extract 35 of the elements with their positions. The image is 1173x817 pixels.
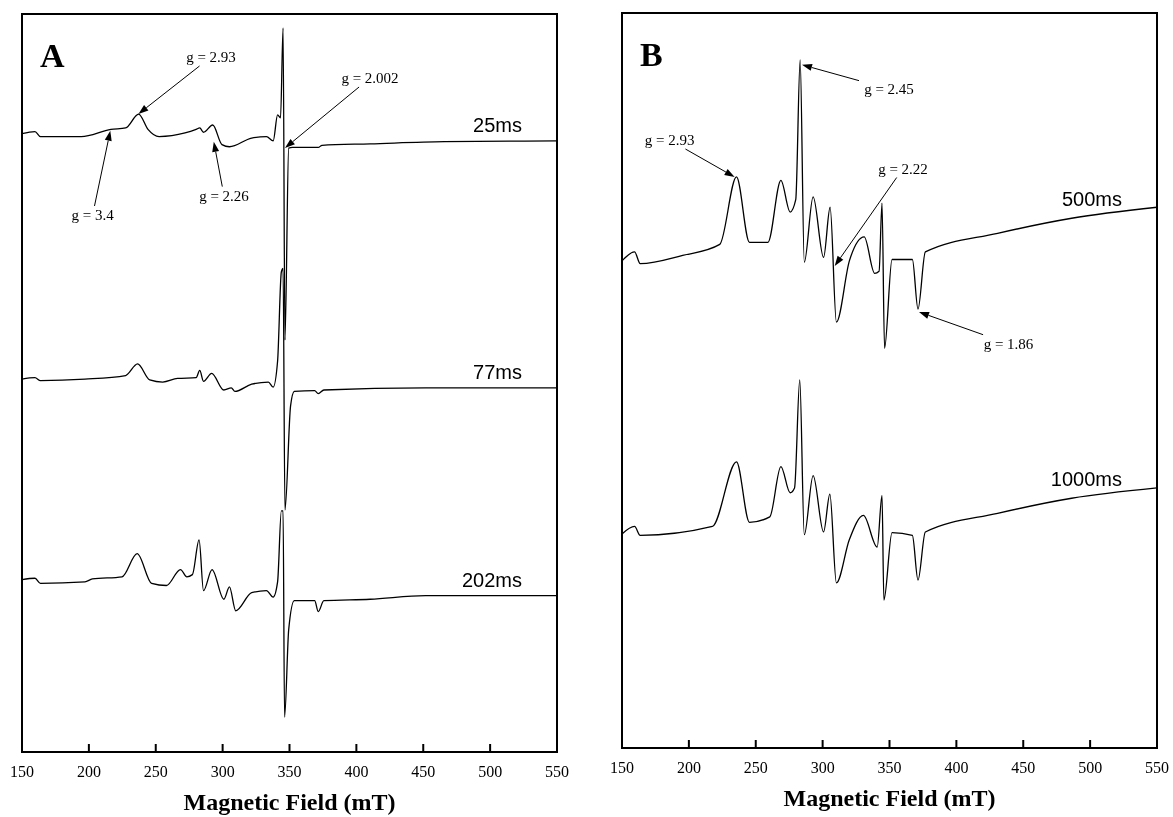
x-tick-label: 350 — [877, 759, 902, 776]
x-tick-label: 150 — [10, 763, 34, 780]
x-tick-label: 500 — [478, 763, 503, 780]
x-axis-title: Magnetic Field (mT) — [783, 785, 996, 811]
annotation: g = 2.002 — [341, 70, 399, 86]
x-tick-label: 400 — [344, 763, 369, 780]
x-tick-label: 400 — [944, 759, 969, 776]
x-tick-label: 550 — [545, 763, 569, 780]
annotation: A — [40, 37, 65, 74]
series-label: 500ms — [1061, 187, 1122, 210]
annotation: g = 3.4 — [71, 207, 115, 223]
x-tick-label: 300 — [810, 759, 835, 776]
x-tick-label: 450 — [1011, 759, 1036, 776]
annotation: g = 2.22 — [878, 160, 928, 177]
series-label: 25ms — [473, 114, 522, 137]
x-tick-label: 250 — [743, 759, 768, 776]
series-label: 77ms — [473, 360, 522, 383]
annotation: g = 1.86 — [983, 335, 1034, 352]
x-tick-label: 550 — [1145, 759, 1169, 776]
series-label: 1000ms — [1050, 468, 1122, 491]
x-tick-label: 250 — [143, 763, 168, 780]
annotation: B — [640, 36, 663, 73]
annotation: g = 2.93 — [186, 49, 236, 65]
annotation: g = 2.45 — [864, 81, 914, 97]
x-tick-label: 450 — [411, 763, 436, 780]
annotation: g = 2.93 — [644, 132, 695, 148]
x-axis-title: Magnetic Field (mT) — [183, 789, 396, 815]
x-tick-label: 350 — [277, 763, 302, 780]
x-tick-label: 150 — [610, 759, 634, 776]
series-label: 202ms — [461, 568, 522, 591]
x-tick-label: 300 — [210, 763, 235, 780]
x-tick-label: 200 — [76, 763, 101, 780]
annotation: g = 2.26 — [199, 187, 250, 204]
x-tick-label: 500 — [1078, 759, 1103, 776]
x-tick-label: 200 — [676, 759, 701, 776]
